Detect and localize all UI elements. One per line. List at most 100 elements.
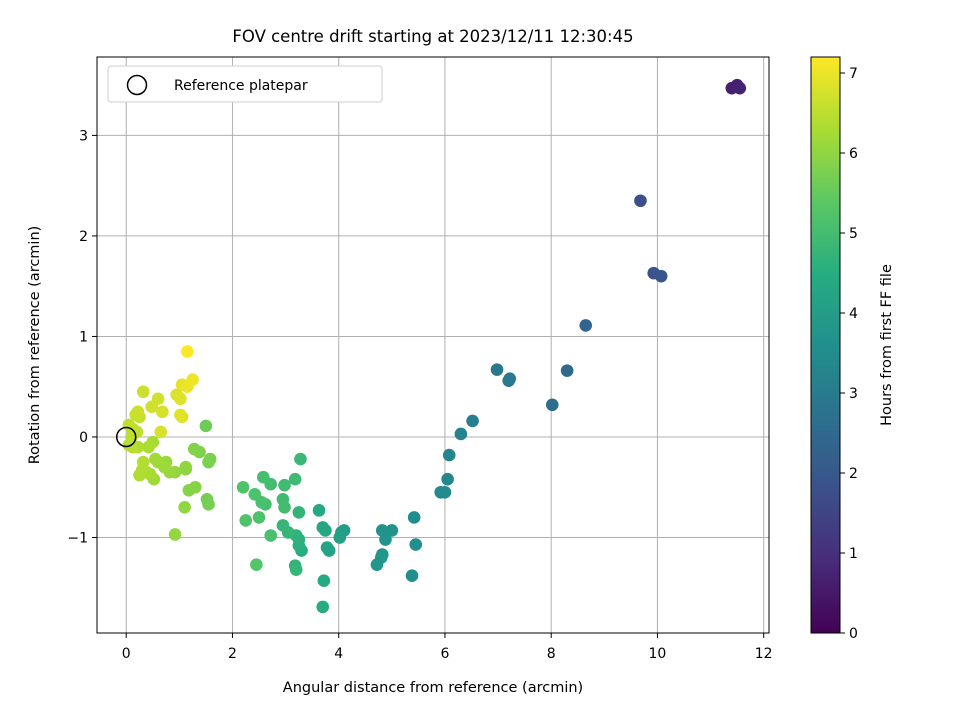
colorbar-tick-label: 2 xyxy=(849,466,858,482)
legend-entry-reference-platepar: Reference platepar xyxy=(174,78,308,94)
data-point xyxy=(292,506,306,519)
data-point xyxy=(149,452,162,466)
colorbar-tick-label: 0 xyxy=(849,626,858,642)
data-point xyxy=(503,372,517,385)
x-axis-label: Angular distance from reference (arcmin) xyxy=(283,680,583,696)
data-point xyxy=(278,478,291,492)
data-point xyxy=(276,519,290,532)
data-point xyxy=(264,529,278,542)
data-point xyxy=(288,472,302,486)
legend-marker-reference-icon xyxy=(126,74,148,96)
data-point xyxy=(187,442,201,456)
data-point xyxy=(182,483,196,497)
x-tick-label: 10 xyxy=(649,646,667,662)
data-point xyxy=(239,514,253,527)
data-point xyxy=(545,398,559,412)
y-axis-ticks: −1 0 1 2 3 xyxy=(67,128,97,547)
plot-area xyxy=(96,56,770,634)
chart-title: FOV centre drift starting at 2023/12/11 … xyxy=(232,27,633,46)
colorbar: 0 1 2 3 4 5 6 7 Hours from first FF file xyxy=(810,56,895,642)
data-point xyxy=(142,440,155,454)
data-point xyxy=(409,538,423,551)
data-point xyxy=(250,558,263,571)
data-point xyxy=(438,485,452,499)
data-point xyxy=(490,363,504,376)
data-point xyxy=(579,319,593,332)
data-point xyxy=(289,563,303,576)
data-point xyxy=(174,408,187,422)
data-point xyxy=(151,392,165,406)
data-point xyxy=(379,533,392,546)
x-axis-ticks: 0 2 4 6 8 10 12 xyxy=(122,633,773,662)
data-point xyxy=(131,405,145,419)
data-point xyxy=(370,558,384,571)
colorbar-tick-label: 4 xyxy=(849,306,858,322)
data-point xyxy=(136,455,150,469)
x-tick-label: 12 xyxy=(755,646,773,662)
data-point xyxy=(179,460,193,474)
data-point xyxy=(168,528,182,541)
data-point xyxy=(317,574,331,588)
colorbar-label: Hours from first FF file xyxy=(879,264,895,426)
data-point xyxy=(252,511,266,524)
data-point xyxy=(256,470,270,484)
data-point xyxy=(333,531,347,544)
data-point xyxy=(133,468,146,482)
legend-box xyxy=(107,65,383,103)
data-point xyxy=(441,472,454,486)
data-point xyxy=(454,427,468,441)
colorbar-tick-label: 6 xyxy=(849,146,858,162)
data-point xyxy=(466,414,479,428)
data-point xyxy=(442,448,456,462)
data-point xyxy=(319,524,332,537)
y-tick-label: 0 xyxy=(79,430,88,446)
y-tick-label: 2 xyxy=(79,229,88,245)
data-point xyxy=(385,524,399,537)
y-axis-label: Rotation from reference (arcmin) xyxy=(27,226,43,465)
colorbar-tick-label: 7 xyxy=(849,66,858,82)
colorbar-tick-label: 5 xyxy=(849,226,858,242)
data-point xyxy=(186,373,199,386)
data-point xyxy=(154,425,168,439)
data-point xyxy=(202,455,215,469)
grid xyxy=(97,57,769,633)
x-tick-label: 8 xyxy=(547,646,556,662)
reference-point-marker xyxy=(115,426,137,448)
data-point xyxy=(178,501,191,514)
data-point xyxy=(236,480,250,494)
x-tick-label: 0 xyxy=(122,646,131,662)
data-point xyxy=(560,364,574,377)
data-point xyxy=(248,487,262,501)
data-point xyxy=(202,498,215,511)
data-point xyxy=(278,501,291,514)
x-tick-label: 4 xyxy=(334,646,343,662)
data-point xyxy=(156,405,169,419)
colorbar-tick-label: 1 xyxy=(849,546,858,562)
x-tick-label: 6 xyxy=(440,646,449,662)
data-point xyxy=(181,345,194,358)
data-point xyxy=(199,419,213,433)
data-point xyxy=(654,269,668,283)
y-tick-label: 1 xyxy=(79,329,88,345)
data-point xyxy=(320,541,334,554)
data-point xyxy=(174,392,187,406)
markers xyxy=(115,78,747,614)
colorbar-ticks: 0 1 2 3 4 5 6 7 xyxy=(840,66,858,642)
data-point xyxy=(405,569,419,583)
data-point xyxy=(312,504,326,517)
legend: Reference platepar xyxy=(107,65,383,103)
colorbar-tick-label: 3 xyxy=(849,386,858,402)
data-point xyxy=(407,511,421,524)
y-tick-label: 3 xyxy=(79,128,88,144)
data-point xyxy=(130,425,144,439)
data-point xyxy=(634,194,647,208)
data-point xyxy=(316,600,330,614)
x-tick-label: 2 xyxy=(228,646,237,662)
data-point xyxy=(294,452,307,466)
y-tick-label: −1 xyxy=(67,531,88,547)
plot-frame xyxy=(96,56,770,634)
data-point xyxy=(136,385,150,399)
colorbar-gradient xyxy=(810,56,841,634)
data-point xyxy=(733,81,747,95)
